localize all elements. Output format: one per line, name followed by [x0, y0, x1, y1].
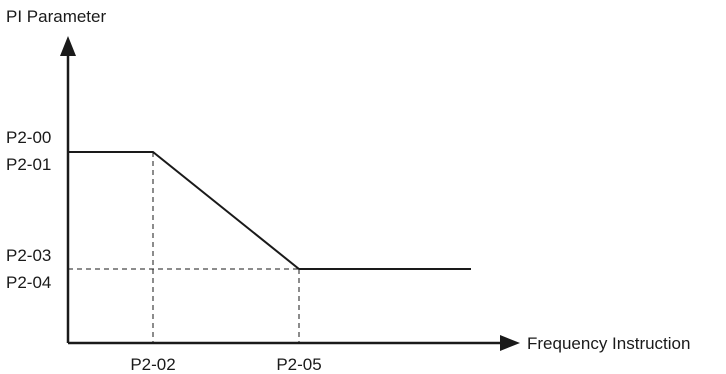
x-axis-title: Frequency Instruction [527, 334, 690, 353]
x-label-p2-02: P2-02 [130, 355, 175, 374]
x-axis-arrowhead [500, 335, 520, 351]
y-axis-arrowhead [60, 36, 76, 56]
y-label-p2-03: P2-03 [6, 246, 51, 265]
y-label-p2-04: P2-04 [6, 273, 51, 292]
y-axis-title: PI Parameter [6, 7, 106, 26]
y-label-p2-00: P2-00 [6, 128, 51, 147]
y-label-p2-01: P2-01 [6, 155, 51, 174]
x-label-p2-05: P2-05 [276, 355, 321, 374]
parameter-curve [68, 151, 471, 270]
